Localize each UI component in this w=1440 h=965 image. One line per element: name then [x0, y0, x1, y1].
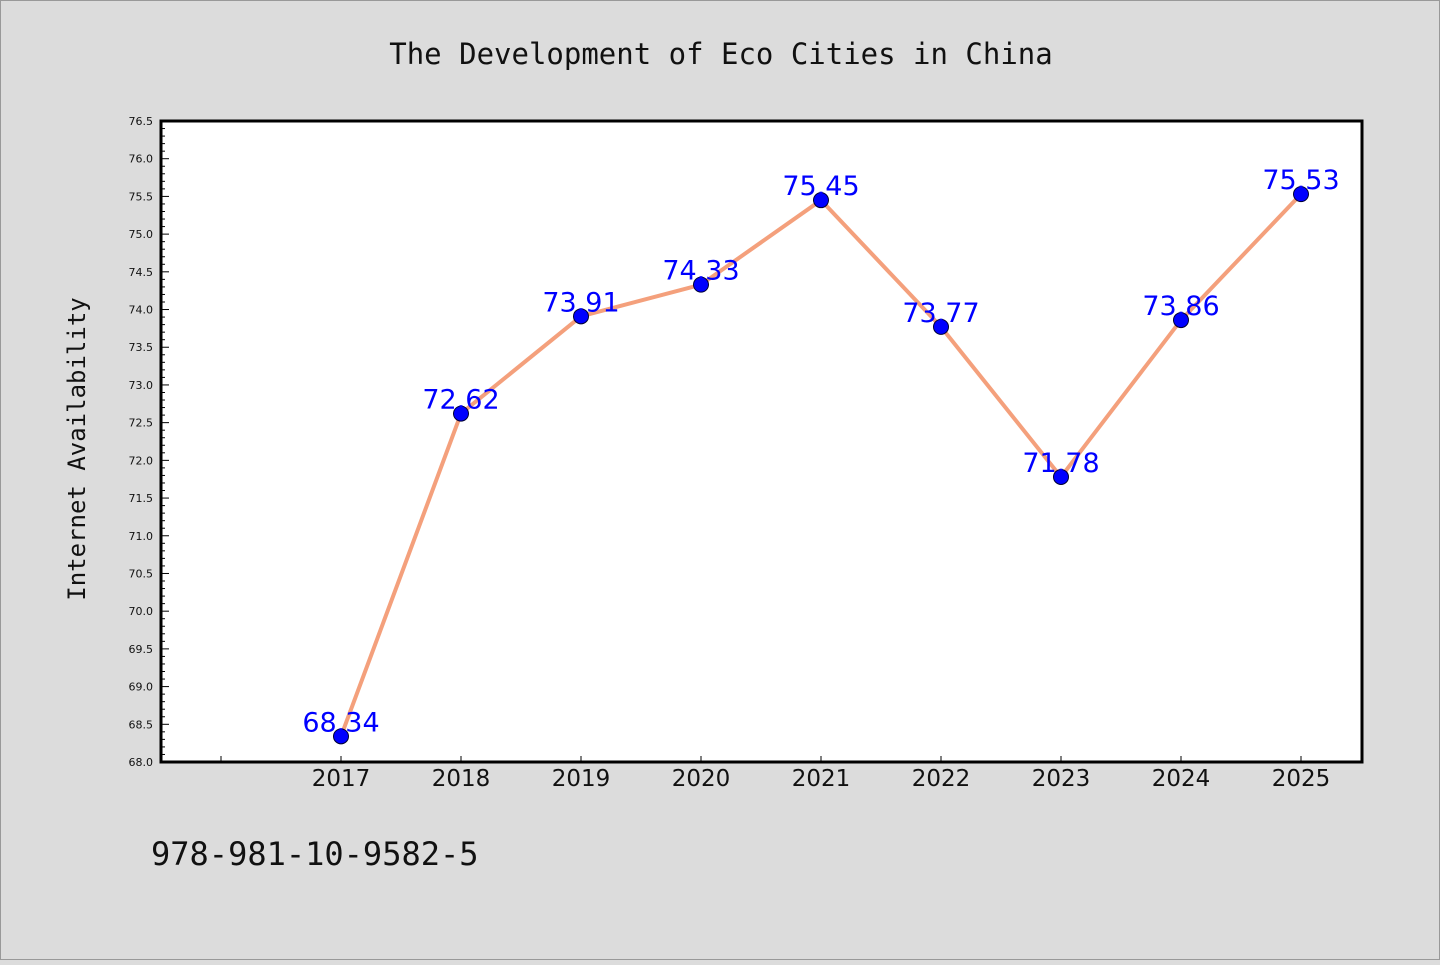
y-tick-label: 73.5	[129, 341, 154, 354]
x-tick-label: 2021	[792, 766, 851, 792]
y-axis: 68.0 68.5 69.0 69.5 70.0 70.5 71.0 71.5 72.0 72.5…	[129, 115, 169, 769]
x-tick-label: 2020	[672, 766, 731, 792]
series-group: 68.34 72.62 73.91 74.33 75.45 73.77 71.78 73.86…	[302, 165, 1340, 745]
y-tick-label: 75.5	[129, 190, 154, 203]
x-tick-label: 2025	[1272, 766, 1331, 792]
data-point	[813, 192, 829, 209]
data-label: 73.86	[1142, 291, 1219, 322]
y-tick-label: 76.0	[129, 153, 154, 166]
y-tick-label: 74.5	[129, 266, 154, 279]
x-tick-label: 2018	[432, 766, 491, 792]
data-label: 73.77	[902, 298, 979, 329]
data-point	[333, 728, 349, 745]
data-label: 68.34	[302, 707, 379, 738]
data-point	[1293, 186, 1309, 203]
data-label: 73.91	[542, 287, 619, 318]
y-tick-label: 72.5	[129, 417, 154, 430]
y-tick-label: 76.5	[129, 115, 154, 128]
data-point	[933, 318, 949, 335]
y-tick-label: 70.5	[129, 567, 154, 580]
data-point	[573, 308, 589, 325]
x-axis: 2017 2018 2019 2020 2021 2022 2023 2024 2025	[220, 756, 1331, 792]
y-tick-label: 69.5	[129, 643, 154, 656]
data-label: 71.78	[1022, 448, 1099, 479]
y-tick-label: 71.5	[129, 492, 154, 505]
y-tick-label: 75.0	[129, 228, 154, 241]
y-tick-label: 69.0	[129, 681, 154, 694]
data-label: 72.62	[422, 385, 499, 416]
chart-title: The Development of Eco Cities in China	[389, 37, 1052, 71]
data-label: 74.33	[662, 256, 739, 287]
data-point	[453, 405, 469, 422]
isbn-text: 978-981-10-9582-5	[151, 835, 479, 873]
x-tick-label: 2017	[312, 766, 371, 792]
y-tick-label: 72.0	[129, 454, 154, 467]
y-tick-label: 68.0	[129, 756, 154, 769]
data-point	[1173, 312, 1189, 329]
data-point	[693, 276, 709, 293]
data-point	[1053, 468, 1069, 485]
y-tick-label: 71.0	[129, 530, 154, 543]
x-tick-label: 2024	[1152, 766, 1211, 792]
y-axis-label: Internet Availability	[63, 297, 91, 600]
plot-area	[159, 119, 1364, 764]
data-label: 75.53	[1262, 165, 1339, 196]
x-tick-label: 2022	[912, 766, 971, 792]
y-tick-label: 73.0	[129, 379, 154, 392]
y-tick-label: 70.0	[129, 605, 154, 618]
x-tick-label: 2019	[552, 766, 611, 792]
data-label: 75.45	[782, 171, 859, 202]
y-tick-label: 68.5	[129, 718, 154, 731]
x-tick-label: 2023	[1032, 766, 1091, 792]
y-tick-label: 74.0	[129, 304, 154, 317]
